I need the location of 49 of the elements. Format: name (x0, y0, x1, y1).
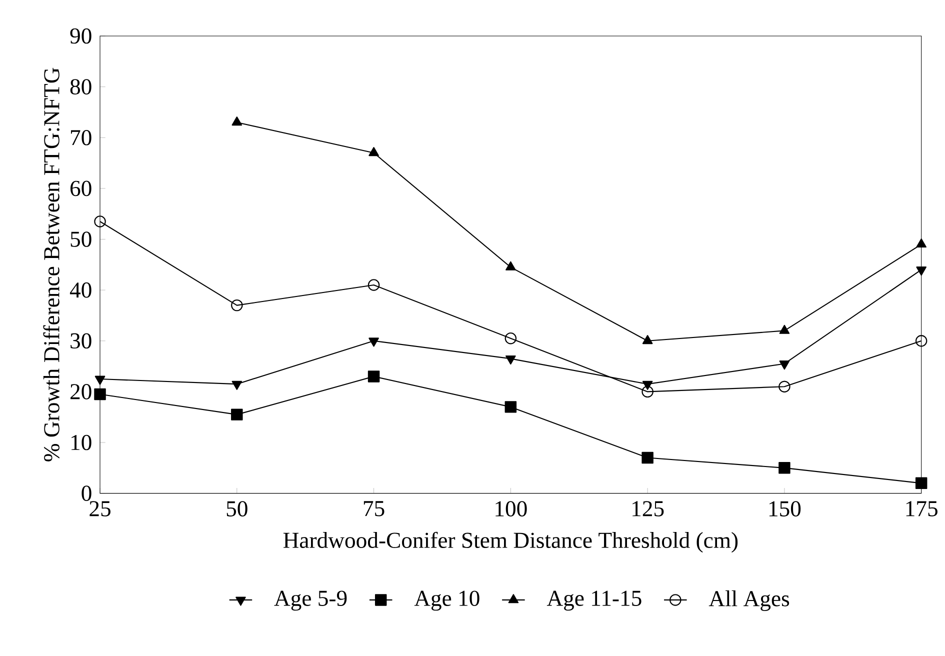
point (915, 335, 928, 347)
point (642, 380, 653, 390)
point (94, 376, 106, 385)
point (642, 452, 654, 464)
y-tick-label: 60 (70, 180, 92, 196)
point (778, 462, 790, 474)
point (368, 147, 379, 156)
y-tick-label: 80 (70, 79, 92, 94)
x-tick-label: 150 (769, 501, 801, 516)
point (232, 116, 242, 126)
x-tick-label: 175 (906, 501, 938, 516)
y-tick-label: 10 (72, 434, 92, 450)
y-tick-label: 0 (82, 486, 92, 501)
legend-label: All Ages (708, 590, 790, 612)
point (504, 332, 517, 344)
x-tick-label: 50 (226, 501, 248, 516)
point (779, 324, 790, 334)
x-tick-label: 75 (364, 501, 384, 516)
point (94, 216, 106, 228)
point (94, 388, 106, 400)
x-axis-title: Hardwood-Conifer Stem Distance Threshold (cm) (283, 532, 738, 553)
point (506, 261, 516, 270)
y-axis-title: % Growth Difference Between FTG:NFTG (43, 68, 60, 462)
point (642, 386, 654, 398)
y-tick-label: 20 (70, 384, 92, 400)
y-tick-label: 90 (70, 28, 92, 44)
point (506, 355, 516, 365)
y-tick-label: 50 (70, 232, 92, 247)
y-tick-label: 70 (71, 130, 92, 146)
legend-label: Age 11-15 (546, 590, 642, 611)
point (368, 279, 380, 291)
y-tick-label: 40 (70, 282, 92, 298)
x-tick-label: 100 (496, 501, 527, 516)
point (642, 335, 653, 344)
point (915, 477, 928, 490)
point (916, 238, 926, 248)
x-tick-label: 25 (90, 501, 110, 516)
x-tick-label: 125 (632, 501, 664, 516)
point (231, 299, 243, 312)
point (368, 338, 379, 347)
point (368, 370, 380, 382)
point (231, 408, 243, 420)
point (504, 401, 517, 413)
point (779, 360, 790, 370)
point (778, 380, 790, 392)
point (232, 380, 242, 390)
legend-label: Age 5-9 (274, 590, 347, 611)
legend-label: Age 10 (414, 590, 480, 611)
y-tick-label: 30 (70, 333, 92, 349)
